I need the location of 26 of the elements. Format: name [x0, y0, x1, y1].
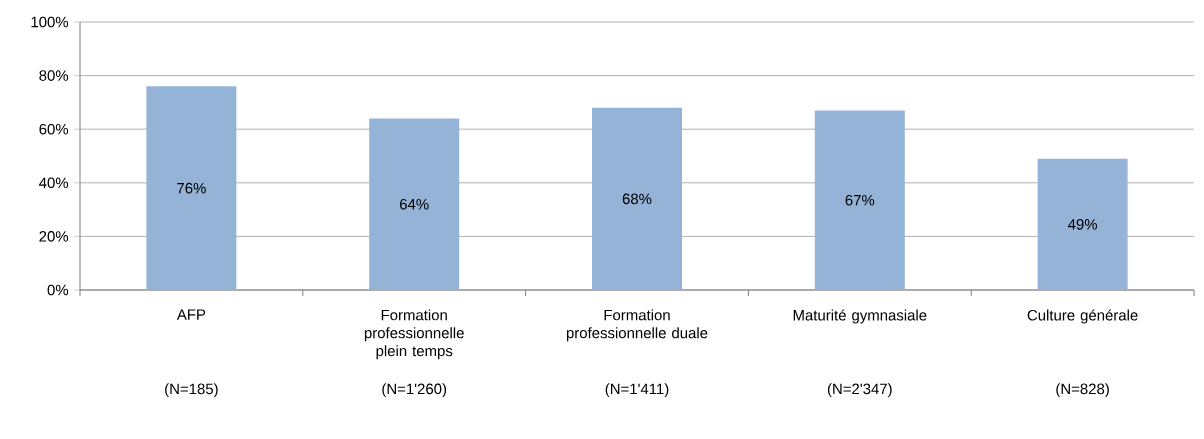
data-label: 67% — [845, 194, 875, 206]
text: (N=1'411) — [605, 383, 669, 398]
bar — [146, 86, 237, 290]
data-label: 68% — [622, 193, 652, 205]
y-tick-label: 80% — [39, 70, 69, 81]
x-tick-label: Culture générale — [1027, 309, 1138, 324]
bar — [1037, 158, 1128, 290]
text: (N=2'347) — [827, 383, 892, 398]
bar — [814, 110, 905, 290]
bar — [592, 107, 682, 290]
data-label: 49% — [1067, 219, 1098, 230]
text: (N=1'260) — [382, 383, 447, 398]
y-tick-label: 100% — [31, 16, 69, 28]
y-tick-label: 20% — [39, 231, 69, 242]
text: (N=185) — [165, 383, 218, 398]
y-tick-label: 40% — [39, 177, 69, 189]
x-tick-label: Formation professionnelle duale — [566, 309, 708, 342]
x-tick-label: AFP — [176, 309, 206, 320]
x-tick-label: Formation professionnelle plein temps — [364, 309, 464, 360]
x-tick-label: Maturité gymnasiale — [793, 309, 927, 324]
text: (N=828) — [1056, 383, 1109, 398]
data-label: 76% — [177, 182, 206, 194]
data-label: 64% — [400, 198, 429, 210]
bar — [369, 118, 460, 290]
y-tick-label: 0% — [47, 284, 69, 296]
y-tick-label: 60% — [39, 123, 69, 135]
